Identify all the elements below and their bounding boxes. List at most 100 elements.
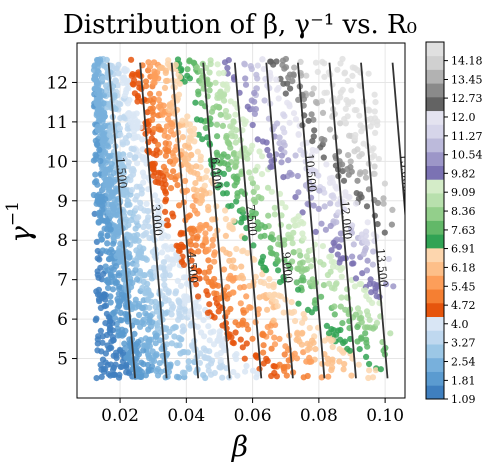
scatter-point-1417 bbox=[297, 147, 304, 154]
scatter-point-1551 bbox=[242, 75, 249, 82]
scatter-point-2585 bbox=[149, 165, 156, 172]
contour-line-1 bbox=[139, 62, 168, 379]
scatter-point-820 bbox=[211, 251, 218, 259]
scatter-point-1381 bbox=[149, 105, 156, 112]
scatter-point-2233 bbox=[252, 352, 259, 359]
scatter-point-2471 bbox=[309, 138, 316, 145]
scatter-point-2212 bbox=[171, 324, 178, 331]
scatter-point-2040 bbox=[281, 65, 288, 72]
scatter-point-2237 bbox=[300, 374, 307, 381]
scatter-point-2257 bbox=[142, 310, 149, 317]
scatter-point-2112 bbox=[281, 351, 288, 358]
scatter-point-2469 bbox=[188, 257, 195, 264]
scatter-point-2228 bbox=[166, 263, 173, 270]
scatter-point-1916 bbox=[120, 212, 128, 219]
scatter-point-360 bbox=[321, 203, 328, 210]
scatter-point-1348 bbox=[254, 370, 261, 377]
scatter-point-1985 bbox=[364, 312, 372, 319]
colorbar-tick-label-13: 10.54 bbox=[451, 149, 483, 162]
scatter-point-2398 bbox=[107, 299, 114, 306]
scatter-point-2128 bbox=[312, 98, 320, 106]
scatter-point-2391 bbox=[194, 192, 201, 199]
scatter-point-1937 bbox=[161, 132, 168, 139]
scatter-point-899 bbox=[362, 174, 370, 181]
colorbar-tick-label-10: 8.36 bbox=[451, 205, 476, 218]
scatter-point-107 bbox=[249, 121, 256, 129]
scatter-point-2528 bbox=[174, 95, 181, 102]
scatter-point-1961 bbox=[209, 216, 216, 223]
scatter-point-2536 bbox=[114, 295, 121, 303]
scatter-point-2418 bbox=[223, 114, 230, 121]
scatter-point-2048 bbox=[328, 367, 335, 374]
scatter-point-1453 bbox=[231, 182, 238, 189]
scatter-point-1408 bbox=[247, 63, 254, 70]
scatter-point-2411 bbox=[195, 91, 202, 98]
scatter-point-2036 bbox=[190, 59, 197, 66]
scatter-point-2302 bbox=[299, 274, 306, 281]
scatter-point-2303 bbox=[214, 133, 221, 140]
scatter-point-1825 bbox=[113, 212, 120, 219]
scatter-point-2314 bbox=[102, 176, 109, 183]
scatter-point-1692 bbox=[221, 59, 229, 66]
scatter-point-2095 bbox=[186, 144, 193, 151]
scatter-point-1186 bbox=[143, 200, 150, 207]
scatter-point-2510 bbox=[194, 170, 201, 178]
scatter-point-816 bbox=[250, 188, 257, 195]
scatter-point-2589 bbox=[356, 153, 363, 160]
scatter-point-957 bbox=[250, 242, 257, 249]
scatter-point-2 bbox=[339, 320, 346, 327]
scatter-point-1472 bbox=[254, 136, 261, 143]
colorbar-tick-label-16: 12.73 bbox=[451, 92, 483, 105]
scatter-point-2485 bbox=[155, 179, 162, 186]
scatter-point-829 bbox=[115, 290, 122, 298]
scatter-point-2009 bbox=[306, 324, 313, 332]
scatter-point-2354 bbox=[276, 279, 284, 286]
scatter-point-1245 bbox=[161, 266, 168, 273]
scatter-point-2578 bbox=[111, 92, 118, 99]
scatter-point-1726 bbox=[326, 179, 334, 186]
scatter-point-2452 bbox=[348, 229, 355, 236]
scatter-point-199 bbox=[249, 335, 256, 342]
scatter-point-1797 bbox=[134, 133, 142, 140]
scatter-point-2534 bbox=[105, 279, 112, 286]
scatter-point-1113 bbox=[126, 151, 133, 159]
colorbar-segment-7 bbox=[426, 289, 444, 304]
scatter-point-1234 bbox=[232, 175, 239, 182]
contour-label-8: 13.500 bbox=[374, 248, 390, 287]
scatter-point-2545 bbox=[190, 264, 197, 271]
x-axis: 0.02 0.04 0.06 0.08 0.10 bbox=[101, 398, 404, 426]
scatter-point-156 bbox=[345, 152, 352, 159]
scatter-point-2537 bbox=[160, 259, 167, 266]
colorbar-segment-25 bbox=[426, 42, 444, 57]
x-tick-label-3: 0.08 bbox=[300, 406, 338, 426]
colorbar-segment-15 bbox=[426, 179, 444, 194]
scatter-point-853 bbox=[311, 127, 318, 134]
colorbar-tick-label-0: 1.09 bbox=[451, 393, 476, 406]
scatter-point-795 bbox=[194, 148, 201, 155]
colorbar-segment-20 bbox=[426, 110, 444, 125]
contour-label-5: 9.000 bbox=[279, 251, 295, 283]
scatter-point-2498 bbox=[97, 157, 104, 165]
scatter-point-2017 bbox=[232, 133, 239, 140]
scatter-point-1883 bbox=[327, 200, 334, 207]
scatter-point-1419 bbox=[239, 344, 246, 351]
scatter-point-1646 bbox=[102, 302, 110, 309]
scatter-point-1539 bbox=[140, 347, 147, 354]
scatter-point-1570 bbox=[280, 174, 287, 181]
colorbar-segment-4 bbox=[426, 330, 444, 345]
scatter-point-1174 bbox=[241, 235, 248, 242]
scatter-point-157 bbox=[252, 273, 259, 280]
scatter-point-2119 bbox=[329, 343, 336, 351]
scatter-point-2124 bbox=[155, 141, 162, 148]
scatter-point-2214 bbox=[94, 255, 101, 262]
scatter-point-1781 bbox=[256, 148, 263, 155]
scatter-point-1948 bbox=[275, 267, 282, 274]
scatter-point-1932 bbox=[168, 301, 175, 308]
scatter-point-1622 bbox=[209, 242, 216, 249]
scatter-point-1787 bbox=[192, 281, 200, 288]
scatter-point-2258 bbox=[100, 164, 107, 171]
scatter-point-1843 bbox=[367, 276, 374, 283]
contour-label-6: 10.500 bbox=[303, 153, 319, 192]
scatter-point-1425 bbox=[244, 250, 251, 257]
scatter-point-2590 bbox=[151, 358, 158, 365]
